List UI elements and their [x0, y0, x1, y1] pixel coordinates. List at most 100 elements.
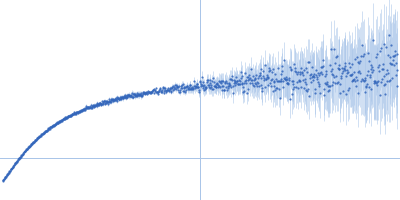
Point: [38, 133, 45, 136]
Point: [317, 91, 324, 95]
Point: [1, 177, 7, 180]
Point: [86, 106, 93, 109]
Point: [3, 174, 10, 177]
Point: [224, 88, 230, 91]
Point: [169, 85, 175, 88]
Point: [354, 71, 361, 74]
Point: [8, 167, 15, 170]
Point: [214, 81, 220, 85]
Point: [311, 72, 318, 76]
Point: [236, 79, 242, 82]
Point: [87, 106, 93, 109]
Point: [322, 69, 329, 73]
Point: [16, 157, 22, 160]
Point: [84, 106, 91, 109]
Point: [304, 70, 311, 74]
Point: [382, 82, 388, 86]
Point: [338, 75, 344, 78]
Point: [49, 125, 55, 129]
Point: [88, 103, 94, 107]
Point: [54, 121, 61, 124]
Point: [93, 104, 99, 107]
Point: [380, 42, 387, 46]
Point: [355, 92, 362, 95]
Point: [210, 76, 216, 80]
Point: [24, 147, 31, 150]
Point: [361, 78, 368, 81]
Point: [32, 139, 38, 143]
Point: [280, 79, 286, 82]
Point: [52, 123, 58, 126]
Point: [208, 86, 214, 89]
Point: [148, 90, 154, 94]
Point: [164, 88, 170, 91]
Point: [368, 67, 375, 70]
Point: [172, 84, 179, 87]
Point: [134, 93, 140, 96]
Point: [326, 88, 332, 92]
Point: [256, 84, 262, 87]
Point: [100, 102, 106, 106]
Point: [346, 61, 352, 64]
Point: [24, 147, 30, 150]
Point: [80, 108, 86, 111]
Point: [392, 61, 399, 64]
Point: [9, 165, 16, 169]
Point: [141, 92, 148, 95]
Point: [367, 63, 374, 66]
Point: [206, 86, 212, 89]
Point: [323, 73, 330, 76]
Point: [53, 122, 59, 125]
Point: [314, 77, 320, 80]
Point: [57, 119, 63, 123]
Point: [41, 131, 48, 134]
Point: [154, 92, 161, 96]
Point: [275, 79, 281, 83]
Point: [76, 110, 82, 113]
Point: [219, 84, 226, 88]
Point: [366, 59, 372, 62]
Point: [319, 72, 325, 76]
Point: [190, 86, 196, 89]
Point: [69, 113, 75, 116]
Point: [128, 94, 134, 97]
Point: [7, 168, 14, 171]
Point: [372, 81, 378, 84]
Point: [119, 95, 126, 98]
Point: [76, 109, 82, 112]
Point: [170, 87, 177, 90]
Point: [190, 80, 197, 83]
Point: [213, 82, 219, 85]
Point: [126, 94, 133, 97]
Point: [222, 81, 228, 85]
Point: [102, 101, 108, 104]
Point: [238, 76, 244, 79]
Point: [239, 74, 245, 78]
Point: [274, 86, 280, 90]
Point: [254, 81, 261, 85]
Point: [145, 91, 152, 94]
Point: [251, 79, 257, 82]
Point: [246, 74, 252, 77]
Point: [386, 34, 392, 37]
Point: [389, 62, 396, 66]
Point: [6, 169, 13, 173]
Point: [186, 85, 192, 89]
Point: [203, 87, 210, 90]
Point: [92, 103, 98, 107]
Point: [186, 83, 193, 86]
Point: [177, 89, 183, 92]
Point: [386, 79, 392, 83]
Point: [44, 128, 51, 131]
Point: [390, 63, 397, 67]
Point: [33, 138, 40, 141]
Point: [159, 91, 165, 94]
Point: [308, 80, 314, 84]
Point: [303, 88, 310, 91]
Point: [14, 160, 20, 163]
Point: [336, 63, 342, 66]
Point: [148, 91, 155, 95]
Point: [218, 88, 225, 91]
Point: [162, 86, 169, 90]
Point: [352, 79, 358, 82]
